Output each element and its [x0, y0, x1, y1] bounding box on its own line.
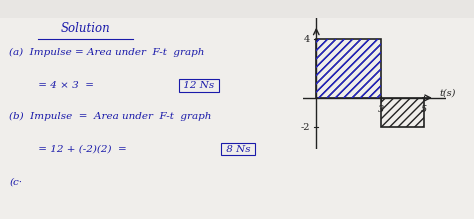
Text: t(s): t(s)	[439, 89, 456, 98]
Bar	[316, 39, 381, 98]
Bar	[381, 98, 424, 127]
Text: 4: 4	[303, 35, 310, 44]
Text: 8 Ns: 8 Ns	[223, 145, 254, 154]
Text: -2: -2	[301, 122, 310, 132]
Text: = 4 × 3  =: = 4 × 3 =	[9, 81, 94, 90]
Text: 5: 5	[421, 105, 427, 114]
Text: = 12 + (-2)(2)  =: = 12 + (-2)(2) =	[9, 145, 127, 154]
Text: (c·: (c·	[9, 177, 22, 186]
Text: Solution: Solution	[61, 22, 110, 35]
Bar	[316, 39, 381, 98]
Text: (b)  Impulse  =  Area under  F-t  graph: (b) Impulse = Area under F-t graph	[9, 112, 212, 121]
Text: (a)  Impulse = Area under  F-t  graph: (a) Impulse = Area under F-t graph	[9, 48, 205, 57]
Text: 3: 3	[378, 105, 384, 114]
Bar	[0, 0, 474, 18]
Text: 12 Ns: 12 Ns	[180, 81, 218, 90]
